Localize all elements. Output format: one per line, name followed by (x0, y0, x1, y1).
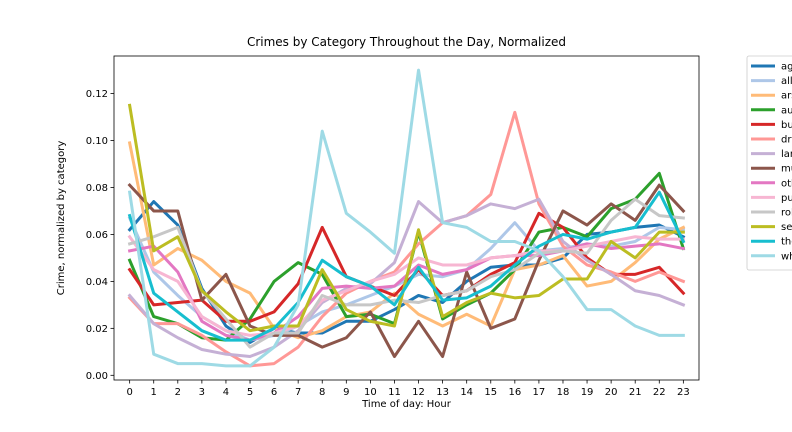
series-line-mu (127, 183, 686, 359)
plot-area (113, 55, 700, 381)
plot-frame (113, 55, 700, 381)
x-tick-label: 0 (126, 387, 132, 398)
x-tick-label: 8 (319, 387, 325, 398)
x-tick-label: 21 (629, 387, 642, 398)
legend-label-mu: mu (781, 164, 792, 175)
x-tick-label: 13 (436, 387, 449, 398)
series-line-se (127, 103, 685, 333)
y-tick-label: 0.04 (86, 277, 108, 288)
series-lines (127, 68, 686, 368)
y-tick-label: 0.02 (86, 324, 108, 335)
x-tick-label: 2 (175, 387, 181, 398)
x-tick-label: 9 (343, 387, 349, 398)
y-tick-label: 0.12 (86, 89, 108, 100)
legend-label-au: au (781, 105, 792, 116)
series-line-dr (127, 110, 686, 368)
x-tick-label: 16 (508, 387, 521, 398)
legend-label-lar: lar (781, 149, 792, 160)
series-line-the (127, 190, 686, 342)
legend-label-the: the (781, 237, 792, 248)
x-tick-label: 20 (605, 387, 618, 398)
legend-label-rol: rol (781, 208, 792, 219)
x-tick-label: 15 (484, 387, 497, 398)
x-tick-label: 4 (223, 387, 229, 398)
x-axis-label: Time of day: Hour (361, 399, 452, 410)
x-tick-label: 1 (151, 387, 157, 398)
x-tick-label: 18 (557, 387, 570, 398)
x-tick-label: 10 (364, 387, 377, 398)
x-tick-label: 23 (677, 387, 690, 398)
x-tick-label: 12 (412, 387, 425, 398)
legend-label-pu: pu (781, 193, 792, 204)
x-tick-label: 11 (388, 387, 401, 398)
legend-label-dr: dr (781, 135, 792, 146)
x-tick-label: 17 (533, 387, 546, 398)
x-axis: 0 1 2 3 4 5 6 7 8 9 10 11 12 13 14 15 16 17 18 19 20 21 22 23 (126, 380, 690, 398)
series-line-rol (127, 197, 685, 349)
y-axis: 0.00 0.02 0.04 0.06 0.08 0.10 0.12 (86, 89, 114, 382)
legend-label-oth: oth (781, 178, 792, 189)
x-tick-label: 3 (199, 387, 205, 398)
y-tick-label: 0.08 (86, 183, 108, 194)
x-tick-label: 5 (247, 387, 253, 398)
series-line-wh (127, 68, 685, 368)
x-tick-label: 6 (271, 387, 277, 398)
y-tick-label: 0.00 (86, 371, 108, 382)
x-tick-label: 7 (295, 387, 301, 398)
legend-label-se: se (781, 222, 792, 233)
x-tick-label: 19 (581, 387, 594, 398)
y-tick-label: 0.10 (86, 136, 108, 147)
legend-label-ag: ag (781, 62, 792, 73)
x-tick-label: 14 (460, 387, 473, 398)
x-tick-label: 22 (653, 387, 666, 398)
chart-title: Crimes by Category Throughout the Day, N… (247, 35, 566, 49)
legend-label-bu: bu (781, 120, 792, 131)
legend-label-ars: ars (781, 91, 792, 102)
series-line-lar (127, 197, 686, 359)
y-axis-label: Crime, normalized by category (56, 141, 67, 296)
legend-label-wh: wh (781, 251, 792, 262)
legend-label-all: all (781, 76, 792, 87)
y-tick-label: 0.06 (86, 230, 108, 241)
legend: ag all ars au bu dr lar mu oth pu rol se the wh (746, 55, 792, 271)
